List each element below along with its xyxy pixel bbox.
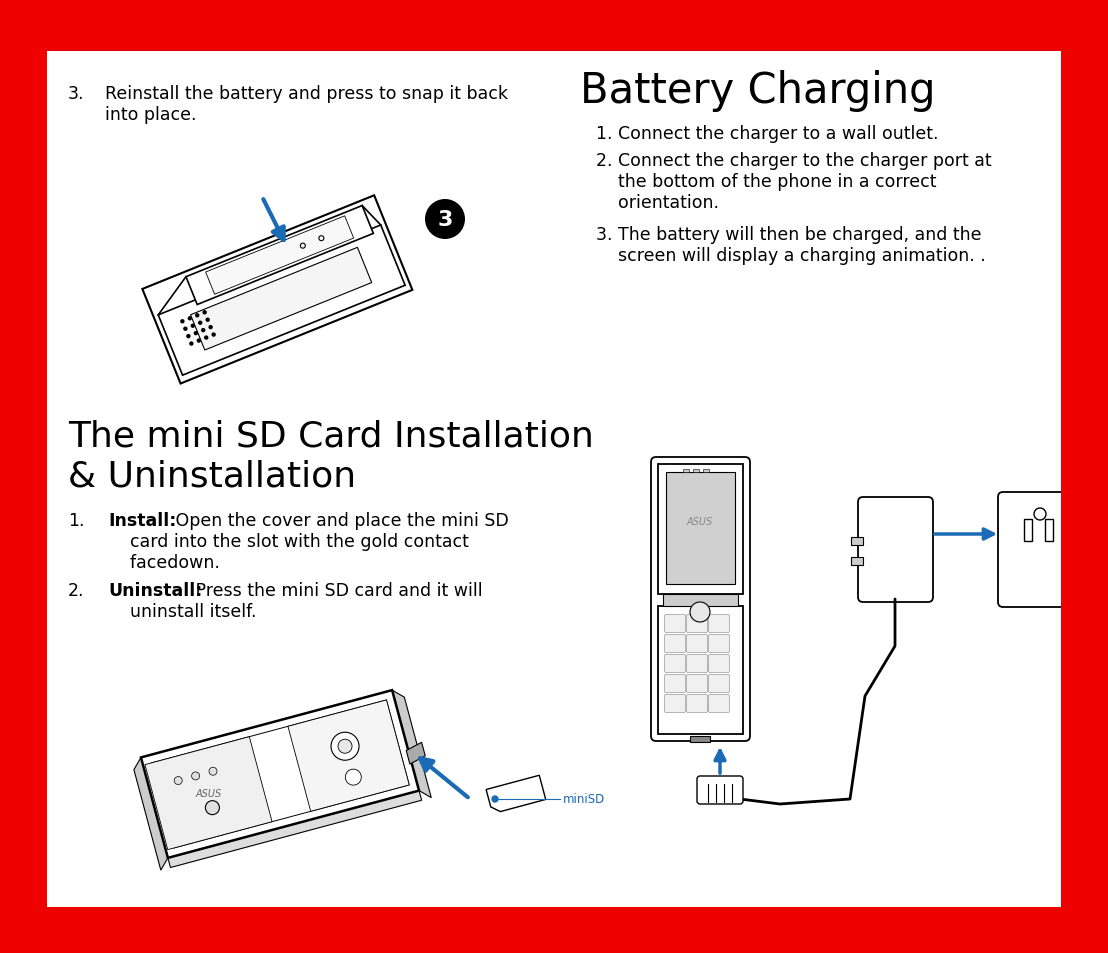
FancyBboxPatch shape xyxy=(687,675,708,693)
Polygon shape xyxy=(191,248,371,351)
FancyBboxPatch shape xyxy=(665,695,686,713)
Polygon shape xyxy=(658,464,743,595)
Circle shape xyxy=(187,335,189,338)
Circle shape xyxy=(192,325,194,328)
Text: 2. Connect the charger to the charger port at: 2. Connect the charger to the charger po… xyxy=(596,152,992,171)
Bar xyxy=(1024,519,1032,541)
FancyBboxPatch shape xyxy=(665,615,686,633)
Bar xyxy=(683,470,689,473)
Circle shape xyxy=(425,200,465,240)
Polygon shape xyxy=(666,473,735,584)
Text: uninstall itself.: uninstall itself. xyxy=(107,602,256,620)
Circle shape xyxy=(194,333,197,335)
Circle shape xyxy=(181,320,184,323)
FancyBboxPatch shape xyxy=(998,493,1083,607)
FancyBboxPatch shape xyxy=(697,776,743,804)
Text: the bottom of the phone in a correct: the bottom of the phone in a correct xyxy=(596,173,936,192)
Polygon shape xyxy=(486,776,546,812)
Polygon shape xyxy=(168,791,422,867)
FancyBboxPatch shape xyxy=(708,635,729,653)
FancyBboxPatch shape xyxy=(687,635,708,653)
Circle shape xyxy=(205,336,207,339)
Circle shape xyxy=(197,339,201,343)
Text: The mini SD Card Installation: The mini SD Card Installation xyxy=(68,419,594,454)
Polygon shape xyxy=(134,758,168,870)
Circle shape xyxy=(206,319,209,322)
FancyBboxPatch shape xyxy=(708,615,729,633)
FancyBboxPatch shape xyxy=(708,675,729,693)
Circle shape xyxy=(346,769,361,785)
Circle shape xyxy=(205,801,219,815)
Circle shape xyxy=(192,772,199,781)
FancyBboxPatch shape xyxy=(687,695,708,713)
Circle shape xyxy=(209,326,212,330)
Bar xyxy=(0,52,47,907)
Text: orientation.: orientation. xyxy=(596,194,719,213)
Circle shape xyxy=(492,796,497,802)
Circle shape xyxy=(198,322,202,325)
Text: card into the slot with the gold contact: card into the slot with the gold contact xyxy=(107,533,469,551)
Text: & Uninstallation: & Uninstallation xyxy=(68,459,356,494)
Polygon shape xyxy=(658,606,743,734)
Bar xyxy=(663,595,738,606)
Text: Open the cover and place the mini SD: Open the cover and place the mini SD xyxy=(170,512,509,530)
Polygon shape xyxy=(288,700,409,811)
Bar xyxy=(851,537,863,545)
Text: Install:: Install: xyxy=(107,512,176,530)
Circle shape xyxy=(338,740,352,754)
FancyBboxPatch shape xyxy=(858,497,933,602)
FancyBboxPatch shape xyxy=(665,655,686,673)
Bar xyxy=(1061,52,1108,907)
Text: 1. Connect the charger to a wall outlet.: 1. Connect the charger to a wall outlet. xyxy=(596,125,938,143)
Bar xyxy=(692,470,699,473)
Text: Uninstall:: Uninstall: xyxy=(107,581,203,599)
Text: screen will display a charging animation. .: screen will display a charging animation… xyxy=(596,247,986,265)
Circle shape xyxy=(196,314,198,317)
Text: ASUS: ASUS xyxy=(195,788,222,799)
Circle shape xyxy=(188,317,192,320)
Polygon shape xyxy=(392,690,431,798)
Polygon shape xyxy=(145,737,273,850)
Text: ASUS: ASUS xyxy=(687,517,714,526)
Text: miniSD: miniSD xyxy=(563,793,605,805)
Text: Reinstall the battery and press to snap it back: Reinstall the battery and press to snap … xyxy=(105,85,507,103)
FancyBboxPatch shape xyxy=(708,695,729,713)
Circle shape xyxy=(202,330,205,333)
Text: 2.: 2. xyxy=(68,581,84,599)
Circle shape xyxy=(184,328,187,331)
Polygon shape xyxy=(141,690,419,858)
Circle shape xyxy=(174,777,182,784)
FancyBboxPatch shape xyxy=(665,675,686,693)
Bar xyxy=(851,558,863,565)
FancyBboxPatch shape xyxy=(665,635,686,653)
Text: Press the mini SD card and it will: Press the mini SD card and it will xyxy=(189,581,483,599)
Bar xyxy=(0,0,1108,52)
Bar xyxy=(690,737,710,742)
Circle shape xyxy=(690,602,710,622)
Text: 3. The battery will then be charged, and the: 3. The battery will then be charged, and… xyxy=(596,226,982,244)
Text: facedown.: facedown. xyxy=(107,554,219,572)
Text: 3: 3 xyxy=(438,210,453,230)
Polygon shape xyxy=(186,207,373,305)
Text: Battery Charging: Battery Charging xyxy=(579,70,935,112)
Circle shape xyxy=(209,767,217,776)
Text: 2: 2 xyxy=(63,921,78,941)
Bar xyxy=(1045,519,1053,541)
FancyBboxPatch shape xyxy=(687,615,708,633)
Circle shape xyxy=(1034,509,1046,520)
FancyBboxPatch shape xyxy=(708,655,729,673)
Bar xyxy=(0,907,1108,953)
Circle shape xyxy=(203,312,206,314)
FancyBboxPatch shape xyxy=(687,655,708,673)
Bar xyxy=(702,470,709,473)
Text: 3.: 3. xyxy=(68,85,84,103)
Polygon shape xyxy=(206,216,353,294)
Circle shape xyxy=(331,733,359,760)
Circle shape xyxy=(189,343,193,346)
Polygon shape xyxy=(407,742,425,764)
Circle shape xyxy=(212,334,215,336)
Text: 1.: 1. xyxy=(68,512,84,530)
Text: into place.: into place. xyxy=(105,106,196,124)
